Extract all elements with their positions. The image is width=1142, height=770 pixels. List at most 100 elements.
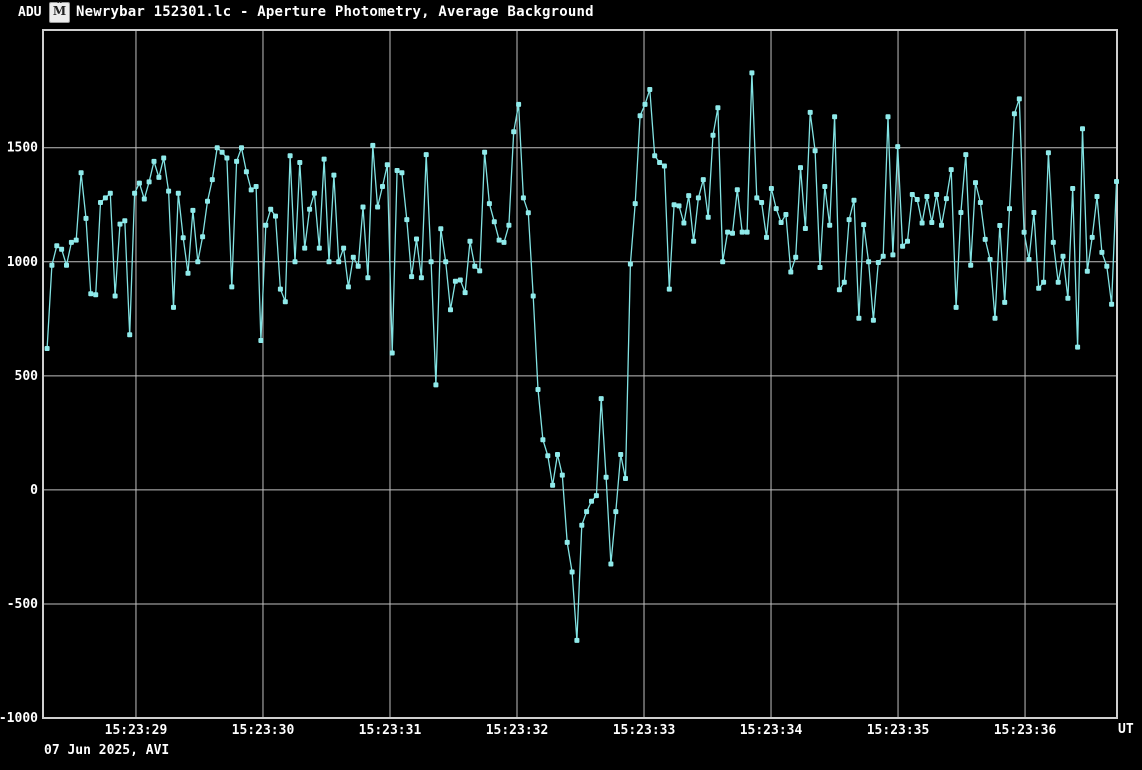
data-point-marker[interactable]: [457, 277, 463, 283]
data-point-marker[interactable]: [559, 472, 565, 478]
data-point-marker[interactable]: [866, 259, 872, 265]
data-point-marker[interactable]: [749, 70, 755, 76]
data-point-marker[interactable]: [812, 148, 818, 154]
data-point-marker[interactable]: [1031, 210, 1037, 215]
data-point-marker[interactable]: [608, 561, 614, 567]
data-point-marker[interactable]: [1007, 206, 1012, 212]
data-point-marker[interactable]: [798, 165, 803, 171]
data-point-marker[interactable]: [1050, 239, 1056, 245]
data-point-marker[interactable]: [1026, 257, 1032, 262]
data-point-marker[interactable]: [895, 144, 901, 150]
data-point-marker[interactable]: [1075, 344, 1081, 350]
data-point-marker[interactable]: [380, 184, 385, 189]
data-point-marker[interactable]: [535, 387, 541, 392]
data-point-marker[interactable]: [370, 142, 376, 148]
data-point-marker[interactable]: [107, 190, 113, 196]
data-point-marker[interactable]: [161, 155, 167, 161]
data-point-marker[interactable]: [151, 158, 157, 164]
data-point-marker[interactable]: [102, 195, 108, 201]
data-point-marker[interactable]: [73, 237, 79, 243]
data-point-marker[interactable]: [603, 474, 609, 480]
data-point-marker[interactable]: [112, 293, 118, 299]
data-point-marker[interactable]: [1036, 285, 1042, 291]
data-point-marker[interactable]: [953, 304, 959, 310]
data-point-marker[interactable]: [175, 190, 181, 196]
data-point-marker[interactable]: [841, 279, 847, 285]
data-point-marker[interactable]: [516, 101, 522, 107]
data-point-marker[interactable]: [190, 207, 196, 213]
data-point-marker[interactable]: [613, 509, 619, 515]
data-point-marker[interactable]: [219, 149, 225, 155]
data-point-marker[interactable]: [705, 214, 711, 220]
data-point-marker[interactable]: [384, 162, 390, 168]
data-point-marker[interactable]: [506, 222, 512, 228]
data-point-marker[interactable]: [209, 177, 215, 183]
data-point-marker[interactable]: [64, 262, 69, 268]
data-point-marker[interactable]: [248, 187, 254, 193]
data-point-marker[interactable]: [117, 221, 123, 227]
data-point-marker[interactable]: [676, 203, 682, 209]
data-point-marker[interactable]: [273, 213, 278, 219]
data-point-marker[interactable]: [695, 195, 701, 201]
data-point-marker[interactable]: [316, 245, 322, 251]
data-point-marker[interactable]: [754, 195, 760, 201]
data-point-marker[interactable]: [83, 215, 89, 221]
data-point-marker[interactable]: [783, 212, 789, 217]
data-point-marker[interactable]: [1084, 268, 1090, 274]
data-point-marker[interactable]: [156, 174, 162, 180]
data-point-marker[interactable]: [1060, 253, 1066, 259]
data-point-marker[interactable]: [977, 200, 983, 205]
data-point-marker[interactable]: [900, 243, 906, 249]
data-point-marker[interactable]: [1099, 249, 1105, 255]
data-point-marker[interactable]: [78, 170, 84, 176]
data-point-marker[interactable]: [715, 105, 721, 111]
data-point-marker[interactable]: [788, 269, 794, 275]
data-point-marker[interactable]: [710, 132, 716, 138]
data-point-marker[interactable]: [467, 238, 473, 244]
data-point-marker[interactable]: [730, 230, 735, 236]
data-point-marker[interactable]: [832, 114, 838, 120]
data-point-marker[interactable]: [905, 238, 910, 244]
data-point-marker[interactable]: [171, 304, 176, 310]
data-point-marker[interactable]: [234, 158, 240, 164]
data-point-marker[interactable]: [934, 192, 940, 197]
data-point-marker[interactable]: [418, 275, 424, 281]
data-point-marker[interactable]: [404, 217, 410, 223]
data-point-marker[interactable]: [827, 222, 833, 228]
data-point-marker[interactable]: [496, 237, 502, 243]
data-point-marker[interactable]: [93, 292, 99, 298]
data-point-marker[interactable]: [200, 234, 206, 240]
data-point-marker[interactable]: [482, 149, 488, 155]
data-point-marker[interactable]: [550, 482, 556, 488]
data-point-marker[interactable]: [880, 253, 886, 259]
data-point-marker[interactable]: [132, 190, 138, 196]
data-point-marker[interactable]: [555, 452, 560, 457]
data-point-marker[interactable]: [589, 498, 594, 504]
data-point-marker[interactable]: [520, 195, 526, 201]
data-point-marker[interactable]: [525, 210, 531, 216]
data-point-marker[interactable]: [540, 437, 546, 443]
data-point-marker[interactable]: [54, 243, 60, 249]
data-point-marker[interactable]: [914, 197, 920, 202]
data-point-marker[interactable]: [146, 179, 152, 185]
data-point-marker[interactable]: [345, 284, 351, 290]
data-point-marker[interactable]: [943, 196, 949, 202]
data-point-marker[interactable]: [122, 218, 128, 224]
data-point-marker[interactable]: [239, 145, 244, 151]
data-point-marker[interactable]: [778, 220, 784, 225]
data-point-marker[interactable]: [1104, 263, 1110, 269]
data-point-marker[interactable]: [958, 210, 964, 215]
data-point-marker[interactable]: [1002, 299, 1008, 305]
data-point-marker[interactable]: [584, 509, 590, 515]
data-point-marker[interactable]: [1055, 279, 1061, 285]
data-point-marker[interactable]: [822, 184, 828, 189]
data-point-marker[interactable]: [141, 196, 147, 202]
data-point-marker[interactable]: [968, 262, 974, 268]
data-point-marker[interactable]: [574, 637, 580, 643]
data-point-marker[interactable]: [1021, 229, 1027, 235]
data-point-marker[interactable]: [909, 192, 915, 197]
data-point-marker[interactable]: [399, 170, 405, 176]
data-point-marker[interactable]: [375, 204, 381, 210]
data-point-marker[interactable]: [311, 190, 317, 196]
data-point-marker[interactable]: [1114, 179, 1119, 184]
